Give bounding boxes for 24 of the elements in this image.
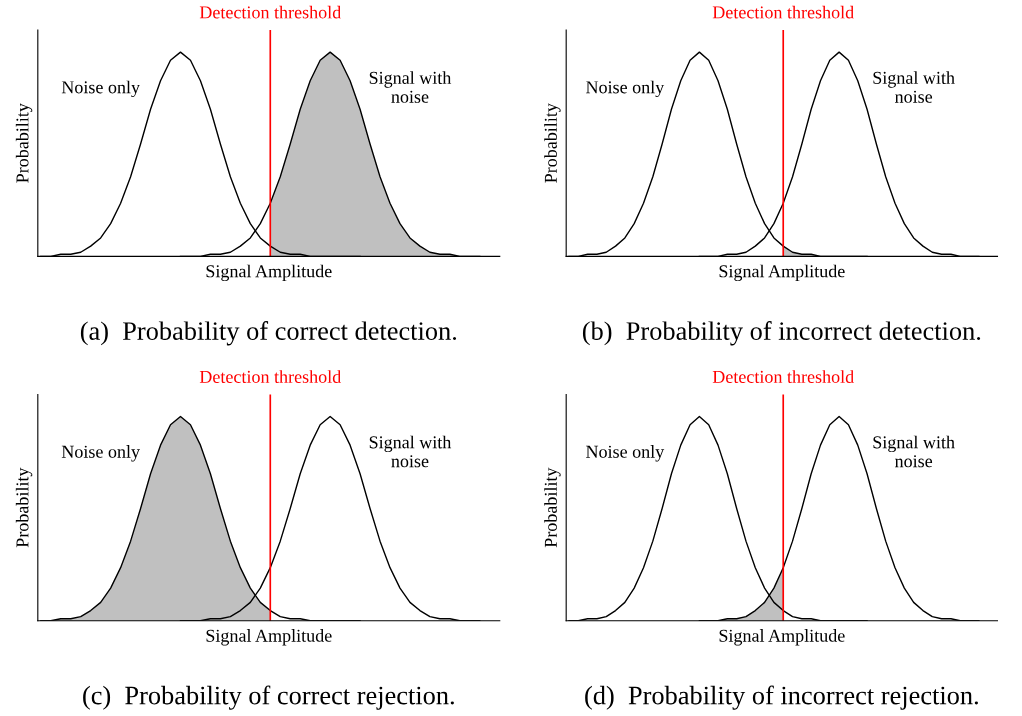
series-label: Noise only: [586, 445, 665, 462]
text: (d) Probability of incorrect rejection.: [585, 685, 978, 710]
y-axis-title: Probability: [544, 467, 561, 548]
y-axis-title: Probability: [15, 103, 33, 183]
x-axis-title: Signal Amplitude: [206, 264, 332, 282]
series-label: Noise only: [586, 80, 665, 98]
series-label: Noise only: [61, 80, 140, 98]
series-label: Signal with noise: [873, 435, 955, 468]
series-label: Signal with noise: [369, 435, 452, 468]
x-axis-title: Signal Amplitude: [719, 264, 845, 282]
series-label: Signal with noise: [873, 71, 955, 103]
x-axis-title: Signal Amplitude: [719, 629, 845, 646]
text: Detection threshold: [199, 5, 342, 19]
y-axis-title: Probability: [544, 103, 561, 183]
series-label: Noise only: [61, 445, 140, 462]
text: (c) Probability of correct rejection.: [83, 685, 454, 710]
x-axis-title: Signal Amplitude: [206, 629, 332, 646]
text: Detection threshold: [712, 5, 854, 19]
series-label: Signal with noise: [369, 71, 452, 103]
y-axis-title: Probability: [15, 467, 33, 548]
text: Detection threshold: [199, 370, 342, 383]
text: (b) Probability of incorrect detection.: [582, 321, 981, 346]
text: (a) Probability of correct detection.: [80, 321, 457, 346]
text: Detection threshold: [712, 370, 854, 383]
